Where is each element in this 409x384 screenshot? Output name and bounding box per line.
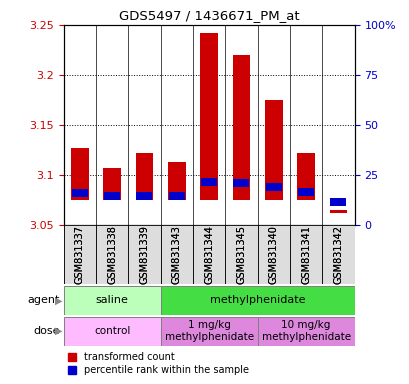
Legend: transformed count, percentile rank within the sample: transformed count, percentile rank withi… [68, 353, 248, 375]
Bar [264, 100, 282, 200]
Bar [104, 192, 120, 200]
Text: control: control [94, 326, 130, 336]
Bar [232, 55, 250, 200]
Text: GSM831342: GSM831342 [333, 225, 343, 284]
Bar [136, 192, 152, 200]
Bar [71, 148, 88, 200]
Bar [135, 153, 153, 200]
Bar [329, 210, 346, 213]
Text: GSM831341: GSM831341 [300, 225, 310, 284]
Text: GSM831337: GSM831337 [74, 225, 85, 284]
Bar [160, 286, 354, 315]
Text: GSM831342: GSM831342 [333, 225, 343, 284]
Text: GSM831339: GSM831339 [139, 225, 149, 284]
Bar [265, 183, 281, 191]
Text: GSM831338: GSM831338 [107, 225, 117, 284]
Title: GDS5497 / 1436671_PM_at: GDS5497 / 1436671_PM_at [119, 9, 299, 22]
Text: GSM831345: GSM831345 [236, 225, 246, 284]
Bar [257, 317, 354, 346]
Text: GSM831345: GSM831345 [236, 225, 246, 284]
Text: GSM831338: GSM831338 [107, 225, 117, 284]
Text: ▶: ▶ [55, 295, 63, 306]
Text: GSM831344: GSM831344 [204, 225, 213, 284]
Bar [167, 162, 185, 200]
Text: GSM831344: GSM831344 [204, 225, 213, 284]
Text: GSM831339: GSM831339 [139, 225, 149, 284]
Bar [160, 317, 257, 346]
Text: ▶: ▶ [55, 326, 63, 336]
Text: GSM831343: GSM831343 [171, 225, 181, 284]
Text: GSM831340: GSM831340 [268, 225, 278, 284]
Text: GSM831337: GSM831337 [74, 225, 85, 284]
Text: GSM831341: GSM831341 [300, 225, 310, 284]
Bar [297, 153, 314, 200]
Bar [330, 198, 346, 206]
Text: methylphenidate: methylphenidate [209, 295, 305, 306]
Bar [63, 286, 160, 315]
Bar [297, 188, 313, 196]
Text: 10 mg/kg
methylphenidate: 10 mg/kg methylphenidate [261, 320, 350, 342]
Text: saline: saline [95, 295, 128, 306]
Bar [72, 189, 88, 197]
Bar [103, 168, 121, 200]
Text: dose: dose [33, 326, 59, 336]
Bar [63, 317, 160, 346]
Bar [169, 192, 184, 200]
Text: GSM831343: GSM831343 [171, 225, 181, 284]
Text: 1 mg/kg
methylphenidate: 1 mg/kg methylphenidate [164, 320, 253, 342]
Bar [200, 33, 218, 200]
Text: agent: agent [27, 295, 59, 306]
Text: GSM831340: GSM831340 [268, 225, 278, 284]
Bar [233, 179, 249, 187]
Bar [200, 178, 217, 186]
